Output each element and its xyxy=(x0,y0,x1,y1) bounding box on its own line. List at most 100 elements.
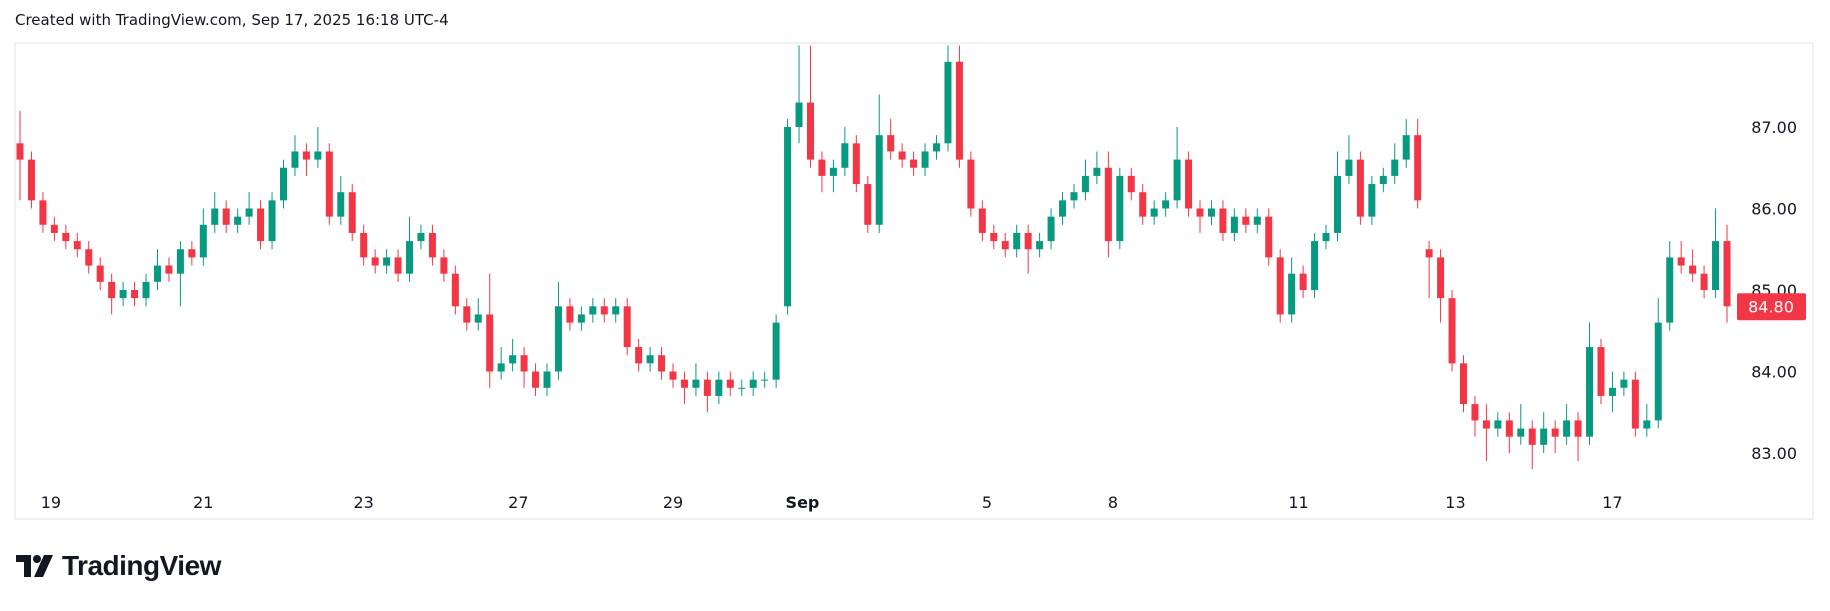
candle-down xyxy=(635,347,643,364)
candle-up xyxy=(1345,159,1353,176)
candle-down xyxy=(955,61,963,160)
candle-up xyxy=(1654,322,1662,421)
candle-up xyxy=(1070,192,1078,201)
candle-up xyxy=(1540,428,1548,445)
candle-down xyxy=(680,379,688,388)
candle-up xyxy=(509,355,517,364)
candle-down xyxy=(360,232,368,258)
candle-up xyxy=(1494,420,1502,429)
candle-down xyxy=(451,273,459,307)
candle-down xyxy=(1001,241,1009,250)
candle-up xyxy=(119,290,127,299)
candle-up xyxy=(1059,200,1067,217)
candle-up xyxy=(612,306,620,315)
candle-up xyxy=(245,208,253,217)
candle-down xyxy=(1299,273,1307,290)
candle-down xyxy=(27,159,35,201)
candle-down xyxy=(463,306,471,323)
time-axis-label: 29 xyxy=(663,493,683,512)
candle-up xyxy=(211,208,219,225)
candle-down xyxy=(818,159,826,176)
chart-pane[interactable] xyxy=(14,42,1814,520)
price-axis-label: 86.00 xyxy=(1751,200,1797,219)
candle-up xyxy=(761,379,769,381)
candle-down xyxy=(1631,379,1639,429)
candle-down xyxy=(864,184,872,225)
candle-up xyxy=(142,281,150,299)
candle-down xyxy=(73,241,81,250)
candle-up xyxy=(1563,420,1571,437)
price-axis-label: 83.00 xyxy=(1751,444,1797,463)
candle-down xyxy=(1677,257,1685,266)
candle-down xyxy=(1437,257,1445,299)
candle-down xyxy=(1597,347,1605,396)
candle-down xyxy=(1689,265,1697,274)
candle-down xyxy=(887,135,895,152)
candle-down xyxy=(1242,216,1250,225)
candle-down xyxy=(1185,159,1193,209)
candle-up xyxy=(474,314,482,323)
candle-down xyxy=(428,232,436,258)
candle-down xyxy=(898,151,906,160)
time-axis-label: 8 xyxy=(1108,493,1118,512)
candle-down xyxy=(1471,404,1479,421)
candle-up xyxy=(921,151,929,168)
created-with-caption: Created with TradingView.com, Sep 17, 20… xyxy=(15,11,449,29)
candle-down xyxy=(131,290,139,299)
candle-down xyxy=(1460,363,1468,405)
candle-down xyxy=(600,306,608,315)
candle-up xyxy=(291,151,299,168)
candle-up xyxy=(772,322,780,380)
candle-down xyxy=(1414,135,1422,201)
candle-down xyxy=(96,265,104,282)
candle-up xyxy=(1150,208,1158,217)
candle-up xyxy=(1207,208,1215,217)
candle-up xyxy=(1288,273,1296,315)
candle-down xyxy=(348,192,356,233)
candle-up xyxy=(406,241,414,274)
candle-down xyxy=(394,257,402,274)
candle-up xyxy=(199,224,207,258)
candle-down xyxy=(806,102,814,160)
candle-up xyxy=(1586,347,1594,437)
candle-up xyxy=(944,61,952,144)
tradingview-logo: TradingView xyxy=(16,550,221,582)
candle-up xyxy=(646,355,654,364)
candle-down xyxy=(566,306,574,323)
candle-up xyxy=(795,102,803,127)
price-axis-label: 87.00 xyxy=(1751,118,1797,137)
candle-down xyxy=(852,143,860,185)
candle-down xyxy=(50,224,58,233)
candle-down xyxy=(532,371,540,388)
time-axis-label: 11 xyxy=(1288,493,1308,512)
candle-up xyxy=(268,200,276,242)
candle-down xyxy=(1139,192,1147,217)
candle-up xyxy=(577,314,585,323)
candle-up xyxy=(1162,200,1170,209)
candle-up xyxy=(383,257,391,266)
candle-up xyxy=(1620,379,1628,388)
candle-up xyxy=(784,127,792,307)
last-price-badge xyxy=(1737,293,1806,321)
candle-down xyxy=(1219,208,1227,233)
candle-up xyxy=(1047,216,1055,242)
candle-up xyxy=(1036,241,1044,250)
candle-up xyxy=(153,265,161,282)
candle-down xyxy=(1574,420,1582,437)
time-axis-label: 27 xyxy=(508,493,528,512)
candle-down xyxy=(1448,298,1456,364)
tradingview-logo-icon xyxy=(16,555,53,577)
candle-up xyxy=(841,143,849,168)
candle-up xyxy=(1173,159,1181,201)
candle-up xyxy=(589,306,597,315)
candle-down xyxy=(1104,167,1112,242)
candle-down xyxy=(1196,208,1204,217)
candle-down xyxy=(1276,257,1284,315)
candle-up xyxy=(715,379,723,396)
candle-down xyxy=(257,208,265,242)
candle-down xyxy=(165,265,173,274)
candle-up xyxy=(1666,257,1674,323)
time-axis-label: 13 xyxy=(1445,493,1465,512)
candle-down xyxy=(222,208,230,225)
